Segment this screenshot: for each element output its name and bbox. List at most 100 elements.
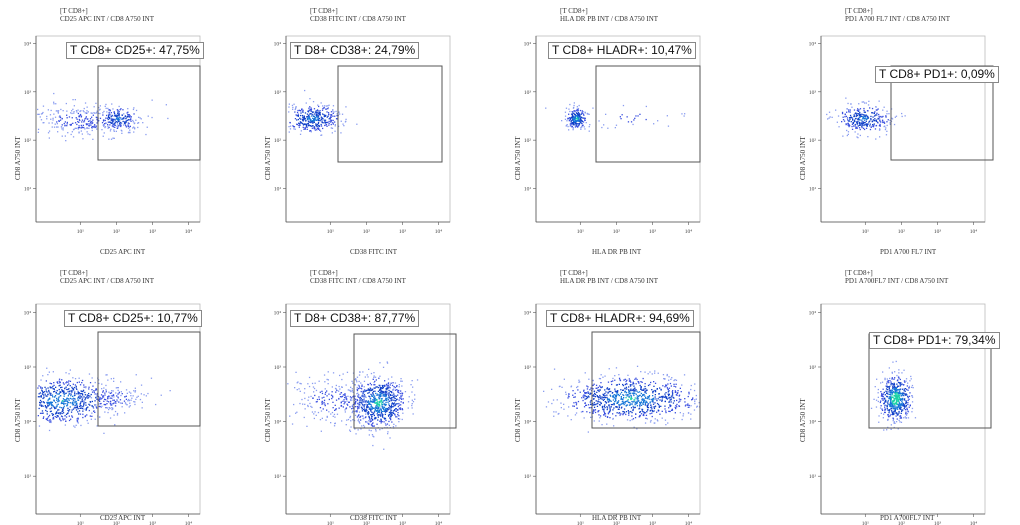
event-dot — [585, 404, 588, 406]
event-dot — [863, 121, 865, 124]
event-dot — [390, 406, 392, 408]
event-dot — [577, 112, 579, 115]
event-dot — [357, 408, 359, 410]
event-dot — [47, 416, 50, 418]
event-dot — [72, 129, 75, 131]
event-dot — [316, 119, 319, 121]
event-dot — [846, 111, 848, 113]
event-dot — [859, 111, 861, 114]
event-dot — [643, 411, 645, 413]
event-dot — [598, 420, 600, 422]
event-dot — [391, 376, 393, 378]
event-dot — [328, 124, 330, 126]
event-dot — [862, 114, 864, 116]
event-dot — [309, 113, 311, 115]
event-dot — [354, 414, 357, 416]
event-dot — [129, 114, 131, 117]
y-tick-label: 10¹ — [274, 187, 282, 193]
event-dot — [592, 395, 594, 397]
event-dot — [640, 386, 642, 388]
event-dot — [342, 394, 345, 396]
event-dot — [77, 417, 79, 419]
event-dot — [63, 405, 65, 407]
event-dot — [561, 386, 563, 388]
event-dot — [55, 386, 57, 388]
event-dot — [885, 401, 887, 403]
event-dot — [671, 377, 673, 379]
event-dot — [349, 429, 351, 431]
event-dot — [879, 124, 881, 127]
event-dot — [127, 125, 129, 127]
event-dot — [385, 403, 387, 406]
event-dot — [659, 387, 661, 389]
event-dot — [357, 406, 359, 408]
event-dot — [407, 401, 410, 403]
event-dot — [572, 390, 574, 392]
event-dot — [674, 390, 676, 392]
event-dot — [335, 110, 337, 113]
event-dot — [390, 391, 393, 394]
event-dot — [49, 382, 51, 384]
event-dot — [325, 123, 328, 126]
event-dot — [889, 119, 891, 122]
event-dot — [382, 386, 384, 388]
event-dot — [640, 371, 642, 373]
event-dot — [638, 381, 640, 383]
event-dot — [648, 398, 650, 400]
event-dot — [411, 380, 413, 382]
event-dot — [85, 404, 87, 406]
event-dot — [50, 421, 52, 424]
event-dot — [372, 390, 375, 393]
event-dot — [349, 396, 352, 398]
event-dot — [897, 406, 899, 408]
event-dot — [78, 377, 80, 379]
plot-header: [T CD8+] — [560, 269, 588, 277]
event-dot — [112, 124, 114, 126]
event-dot — [377, 390, 380, 392]
gate-label: T CD8+ PD1+: 0,09% — [875, 66, 999, 83]
event-dot — [37, 113, 39, 115]
event-dot — [896, 413, 898, 415]
event-dot — [895, 403, 897, 405]
event-dot — [113, 129, 115, 131]
event-dot — [84, 112, 86, 114]
event-dot — [886, 110, 888, 112]
event-dot — [112, 119, 114, 122]
event-dot — [389, 406, 392, 408]
event-dot — [115, 387, 117, 389]
event-dot — [331, 127, 334, 129]
event-dot — [67, 132, 69, 134]
event-dot — [583, 394, 585, 396]
event-dot — [676, 392, 678, 395]
event-dot — [886, 391, 888, 393]
event-dot — [86, 110, 88, 112]
event-dot — [566, 124, 568, 126]
event-dot — [300, 112, 302, 114]
event-dot — [870, 407, 873, 409]
event-dot — [392, 392, 394, 394]
event-dot — [672, 390, 674, 392]
event-dot — [359, 397, 361, 399]
event-dot — [320, 102, 322, 104]
event-dot — [37, 131, 39, 133]
event-dot — [117, 113, 119, 115]
event-dot — [636, 365, 639, 367]
event-dot — [626, 404, 628, 406]
event-dot — [314, 394, 316, 397]
event-dot — [899, 388, 902, 390]
event-dot — [893, 384, 896, 386]
event-dot — [883, 413, 885, 415]
event-dot — [111, 103, 113, 105]
event-dot — [374, 390, 376, 392]
event-dot — [43, 416, 45, 418]
event-dot — [572, 405, 574, 407]
event-dot — [310, 121, 312, 124]
event-dot — [104, 119, 106, 122]
event-dot — [603, 394, 605, 396]
event-dot — [585, 395, 587, 398]
event-dot — [681, 113, 683, 115]
event-dot — [315, 389, 318, 392]
event-dot — [401, 418, 403, 421]
event-dot — [878, 421, 880, 423]
event-dot — [877, 400, 879, 403]
